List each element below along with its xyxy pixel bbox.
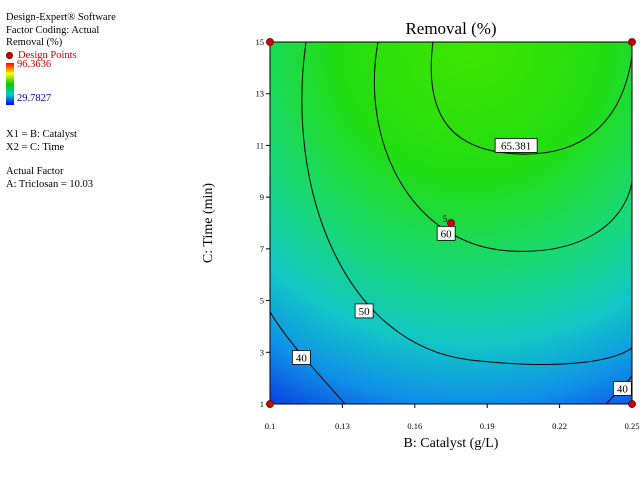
y-tick-label: 1 [260,399,264,409]
scale-high-value: 96.3636 [17,59,52,70]
contour-label-box [494,138,538,153]
x-axis-label: B: Catalyst (g/L) [404,436,499,451]
contour-line-50 [301,42,632,365]
y-tick-label: 13 [256,89,265,99]
contour-label-box [354,303,374,319]
design-point [628,400,636,408]
factor-coding: Factor Coding: Actual [6,24,100,36]
contour-label: 60 [441,228,453,240]
contour-label-box [612,381,632,396]
color-scale-bar [6,63,14,105]
contour-label: 65.381 [501,140,531,152]
x-tick-label: 0.13 [335,421,350,431]
y-axis-label: C: Time (min) [201,183,216,263]
actual-factor-value: A: Triclosan = 10.03 [6,178,94,190]
y-tick-label: 7 [260,244,264,254]
response-name: Removal (%) [6,37,63,48]
y-tick-label: 9 [260,192,264,202]
design-points-legend: Design Points [6,50,116,63]
x-tick-label: 0.16 [407,421,422,431]
software-name: Design-Expert® Software [6,12,116,23]
x-tick-label: 0.22 [552,421,567,431]
design-point [447,219,455,227]
design-point-icon [6,52,13,60]
y-tick-label: 15 [256,37,265,47]
chart-title: Removal (%) [405,19,496,38]
contour-label: 40 [617,383,629,395]
design-point-count: 5 [443,214,448,224]
actual-factor-heading: Actual Factor [6,166,64,177]
info-panel: Design-Expert® Software Factor Coding: A… [6,12,116,191]
x-tick-label: 0.1 [265,421,276,431]
scale-low-value: 29.7827 [17,92,52,104]
design-point [266,400,274,408]
contour-label: 40 [296,352,308,364]
x1-definition: X1 = B: Catalyst [6,129,77,140]
x-tick-label: 0.25 [625,421,640,431]
y-tick-label: 5 [260,296,264,306]
x2-definition: X2 = C: Time [6,141,65,153]
contour-line-65 [430,42,632,155]
y-tick-label: 11 [256,140,264,150]
design-points-label: Design Points [18,49,77,61]
x-tick-label: 0.19 [480,421,495,431]
design-point [628,38,636,46]
design-point [266,38,274,46]
contour-label: 50 [359,306,371,318]
contour-line-60 [373,42,632,252]
plot-frame [269,41,633,405]
y-tick-label: 3 [260,347,264,357]
color-scale: 96.3636 29.7827 [6,59,116,105]
contour-label-box [436,225,456,241]
contour-label-box [291,350,311,365]
